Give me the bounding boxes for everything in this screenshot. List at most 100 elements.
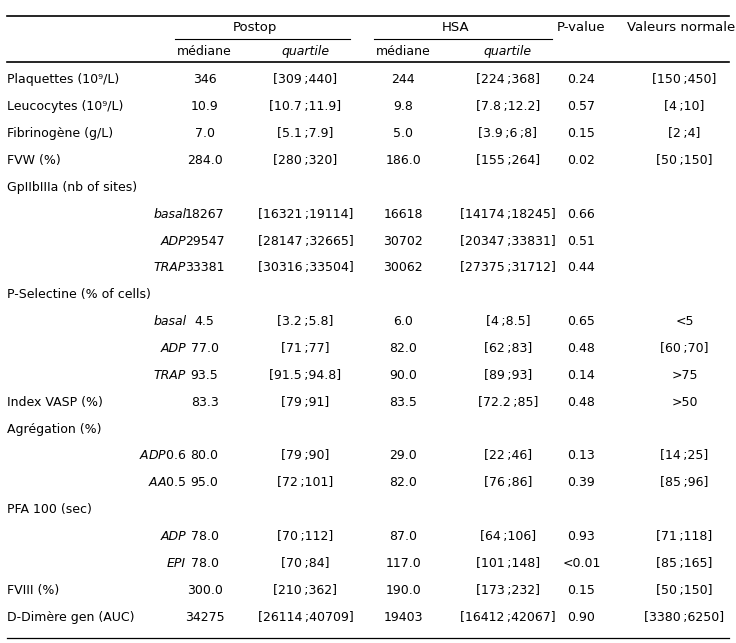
Text: 0.15: 0.15 bbox=[567, 127, 595, 140]
Text: [89 ;93]: [89 ;93] bbox=[484, 369, 532, 382]
Text: FVIII (%): FVIII (%) bbox=[7, 584, 60, 597]
Text: TRAP: TRAP bbox=[154, 369, 186, 382]
Text: ADP: ADP bbox=[160, 342, 186, 355]
Text: basal: basal bbox=[153, 208, 186, 221]
Text: 0.48: 0.48 bbox=[567, 395, 595, 409]
Text: [50 ;150]: [50 ;150] bbox=[657, 154, 712, 167]
Text: [2 ;4]: [2 ;4] bbox=[668, 127, 701, 140]
Text: 244: 244 bbox=[392, 73, 415, 86]
Text: [71 ;77]: [71 ;77] bbox=[281, 342, 330, 355]
Text: 83.3: 83.3 bbox=[191, 395, 219, 409]
Text: quartile: quartile bbox=[484, 45, 532, 58]
Text: Postop: Postop bbox=[233, 21, 277, 34]
Text: 95.0: 95.0 bbox=[191, 476, 219, 489]
Text: [64 ;106]: [64 ;106] bbox=[480, 530, 536, 543]
Text: [26114 ;40709]: [26114 ;40709] bbox=[258, 611, 353, 624]
Text: 0.44: 0.44 bbox=[567, 262, 595, 275]
Text: 0.65: 0.65 bbox=[567, 315, 595, 328]
Text: 0.02: 0.02 bbox=[567, 154, 595, 167]
Text: 0.24: 0.24 bbox=[567, 73, 595, 86]
Text: 78.0: 78.0 bbox=[191, 557, 219, 570]
Text: [79 ;91]: [79 ;91] bbox=[281, 395, 330, 409]
Text: [76 ;86]: [76 ;86] bbox=[484, 476, 532, 489]
Text: [91.5 ;94.8]: [91.5 ;94.8] bbox=[269, 369, 342, 382]
Text: 5.0: 5.0 bbox=[393, 127, 414, 140]
Text: FVW (%): FVW (%) bbox=[7, 154, 61, 167]
Text: P-Selectine (% of cells): P-Selectine (% of cells) bbox=[7, 288, 151, 302]
Text: 30702: 30702 bbox=[383, 235, 423, 248]
Text: P-value: P-value bbox=[557, 21, 606, 34]
Text: [62 ;83]: [62 ;83] bbox=[484, 342, 532, 355]
Text: 77.0: 77.0 bbox=[191, 342, 219, 355]
Text: [70 ;112]: [70 ;112] bbox=[277, 530, 333, 543]
Text: [14174 ;18245]: [14174 ;18245] bbox=[460, 208, 556, 221]
Text: 0.13: 0.13 bbox=[567, 449, 595, 462]
Text: 90.0: 90.0 bbox=[389, 369, 417, 382]
Text: 0.14: 0.14 bbox=[567, 369, 595, 382]
Text: >50: >50 bbox=[671, 395, 698, 409]
Text: [14 ;25]: [14 ;25] bbox=[660, 449, 709, 462]
Text: [3.9 ;6 ;8]: [3.9 ;6 ;8] bbox=[478, 127, 537, 140]
Text: [79 ;90]: [79 ;90] bbox=[281, 449, 330, 462]
Text: 0.57: 0.57 bbox=[567, 100, 595, 113]
Text: [3380 ;6250]: [3380 ;6250] bbox=[645, 611, 724, 624]
Text: >75: >75 bbox=[671, 369, 698, 382]
Text: [3.2 ;5.8]: [3.2 ;5.8] bbox=[277, 315, 333, 328]
Text: [72 ;101]: [72 ;101] bbox=[277, 476, 333, 489]
Text: 82.0: 82.0 bbox=[389, 476, 417, 489]
Text: quartile: quartile bbox=[281, 45, 330, 58]
Text: [85 ;96]: [85 ;96] bbox=[660, 476, 709, 489]
Text: [5.1 ;7.9]: [5.1 ;7.9] bbox=[277, 127, 333, 140]
Text: [4 ;10]: [4 ;10] bbox=[665, 100, 704, 113]
Text: [20347 ;33831]: [20347 ;33831] bbox=[460, 235, 556, 248]
Text: $\mathit{ADP}$0.6: $\mathit{ADP}$0.6 bbox=[139, 449, 186, 462]
Text: médiane: médiane bbox=[376, 45, 431, 58]
Text: TRAP: TRAP bbox=[154, 262, 186, 275]
Text: [72.2 ;85]: [72.2 ;85] bbox=[478, 395, 538, 409]
Text: [30316 ;33504]: [30316 ;33504] bbox=[258, 262, 353, 275]
Text: Plaquettes (10⁹/L): Plaquettes (10⁹/L) bbox=[7, 73, 120, 86]
Text: Valeurs normales: Valeurs normales bbox=[627, 21, 736, 34]
Text: [50 ;150]: [50 ;150] bbox=[657, 584, 712, 597]
Text: [210 ;362]: [210 ;362] bbox=[274, 584, 337, 597]
Text: [155 ;264]: [155 ;264] bbox=[475, 154, 540, 167]
Text: [173 ;232]: [173 ;232] bbox=[476, 584, 539, 597]
Text: 87.0: 87.0 bbox=[389, 530, 417, 543]
Text: 78.0: 78.0 bbox=[191, 530, 219, 543]
Text: [224 ;368]: [224 ;368] bbox=[476, 73, 539, 86]
Text: 30062: 30062 bbox=[383, 262, 423, 275]
Text: ADP: ADP bbox=[160, 530, 186, 543]
Text: 82.0: 82.0 bbox=[389, 342, 417, 355]
Text: 19403: 19403 bbox=[383, 611, 423, 624]
Text: 0.15: 0.15 bbox=[567, 584, 595, 597]
Text: GpIIbIIIa (nb of sites): GpIIbIIIa (nb of sites) bbox=[7, 181, 138, 194]
Text: [85 ;165]: [85 ;165] bbox=[657, 557, 712, 570]
Text: 0.48: 0.48 bbox=[567, 342, 595, 355]
Text: 0.90: 0.90 bbox=[567, 611, 595, 624]
Text: 0.93: 0.93 bbox=[567, 530, 595, 543]
Text: 80.0: 80.0 bbox=[191, 449, 219, 462]
Text: Index VASP (%): Index VASP (%) bbox=[7, 395, 103, 409]
Text: Leucocytes (10⁹/L): Leucocytes (10⁹/L) bbox=[7, 100, 124, 113]
Text: [22 ;46]: [22 ;46] bbox=[484, 449, 532, 462]
Text: HSA: HSA bbox=[442, 21, 470, 34]
Text: 4.5: 4.5 bbox=[194, 315, 215, 328]
Text: 93.5: 93.5 bbox=[191, 369, 219, 382]
Text: 0.39: 0.39 bbox=[567, 476, 595, 489]
Text: 16618: 16618 bbox=[383, 208, 423, 221]
Text: 83.5: 83.5 bbox=[389, 395, 417, 409]
Text: Fibrinogène (g/L): Fibrinogène (g/L) bbox=[7, 127, 113, 140]
Text: [71 ;118]: [71 ;118] bbox=[657, 530, 712, 543]
Text: [7.8 ;12.2]: [7.8 ;12.2] bbox=[475, 100, 540, 113]
Text: médiane: médiane bbox=[177, 45, 232, 58]
Text: 7.0: 7.0 bbox=[194, 127, 215, 140]
Text: 10.9: 10.9 bbox=[191, 100, 219, 113]
Text: [28147 ;32665]: [28147 ;32665] bbox=[258, 235, 353, 248]
Text: 346: 346 bbox=[193, 73, 216, 86]
Text: [309 ;440]: [309 ;440] bbox=[273, 73, 338, 86]
Text: <5: <5 bbox=[675, 315, 694, 328]
Text: 300.0: 300.0 bbox=[187, 584, 222, 597]
Text: 190.0: 190.0 bbox=[386, 584, 421, 597]
Text: D-Dimère gen (AUC): D-Dimère gen (AUC) bbox=[7, 611, 135, 624]
Text: 6.0: 6.0 bbox=[393, 315, 414, 328]
